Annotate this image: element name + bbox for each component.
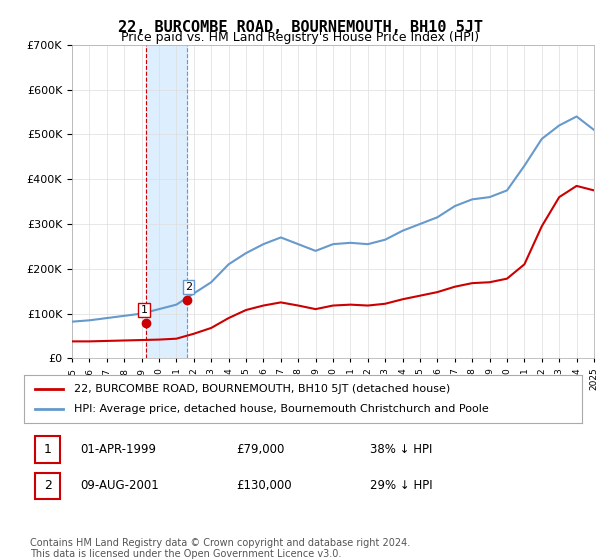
Text: 1: 1 [44,443,52,456]
Text: 29% ↓ HPI: 29% ↓ HPI [370,479,433,492]
Text: Contains HM Land Registry data © Crown copyright and database right 2024.
This d: Contains HM Land Registry data © Crown c… [30,538,410,559]
Text: £79,000: £79,000 [236,443,284,456]
Text: 1: 1 [141,305,148,315]
Text: 22, BURCOMBE ROAD, BOURNEMOUTH, BH10 5JT: 22, BURCOMBE ROAD, BOURNEMOUTH, BH10 5JT [118,20,482,35]
Text: HPI: Average price, detached house, Bournemouth Christchurch and Poole: HPI: Average price, detached house, Bour… [74,404,489,414]
Text: £130,000: £130,000 [236,479,292,492]
Text: Price paid vs. HM Land Registry's House Price Index (HPI): Price paid vs. HM Land Registry's House … [121,31,479,44]
Text: 09-AUG-2001: 09-AUG-2001 [80,479,158,492]
Text: 2: 2 [185,282,192,292]
Bar [146,45,187,358]
Text: 01-APR-1999: 01-APR-1999 [80,443,156,456]
Text: 22, BURCOMBE ROAD, BOURNEMOUTH, BH10 5JT (detached house): 22, BURCOMBE ROAD, BOURNEMOUTH, BH10 5JT… [74,384,451,394]
Text: 38% ↓ HPI: 38% ↓ HPI [370,443,433,456]
FancyBboxPatch shape [35,473,60,499]
FancyBboxPatch shape [35,436,60,463]
Text: 2: 2 [44,479,52,492]
